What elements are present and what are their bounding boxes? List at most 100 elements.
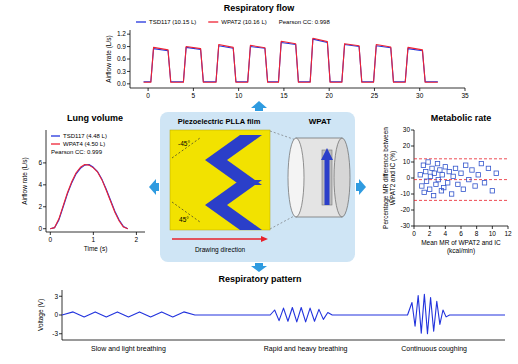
scatter-point (461, 187, 465, 191)
device-outlet (334, 138, 350, 217)
x-tick-label: 5 (192, 92, 196, 99)
x-tick-label: 0 (412, 230, 416, 237)
y-tick-label: 2 (38, 203, 42, 210)
y-tick-label: 20 (403, 142, 411, 149)
y-tick (59, 333, 62, 334)
series-line (144, 39, 438, 82)
scatter-point (442, 185, 446, 189)
legend-label: TSD117 (4.48 L) (63, 133, 107, 139)
y-tick (59, 315, 62, 316)
connector (270, 215, 296, 229)
y-tick-label: 10 (403, 158, 411, 165)
scatter-point (421, 163, 425, 167)
reference-line (414, 158, 508, 159)
scatter-point (464, 163, 468, 167)
x-axis (46, 232, 145, 233)
plot-area (414, 159, 508, 201)
chart-title: Metabolic rate (431, 113, 492, 123)
electrode (205, 180, 262, 230)
x-tick-label: 35 (461, 92, 469, 99)
y-tick (411, 130, 414, 131)
scatter-point (427, 187, 431, 191)
scatter-point (434, 182, 438, 186)
y-axis-title: Voltage (V) (37, 299, 45, 331)
series-line (62, 294, 505, 333)
chart-panel: Respiratory flow0.00.30.60.91.2051015202… (105, 3, 469, 99)
chart-title: Respiratory flow (224, 3, 296, 13)
y-tick-label: -3 (52, 330, 58, 337)
x-axis (130, 88, 465, 89)
direction-arrow (172, 238, 263, 239)
y-tick-label: 0 (54, 311, 58, 318)
series-line (50, 165, 127, 229)
y-tick (127, 83, 130, 84)
x-tick-label: 2 (135, 236, 139, 243)
scatter-point (435, 161, 439, 165)
text-line: WPAT2 and IC (%) (389, 151, 397, 205)
scatter-point (436, 177, 440, 181)
annotation: Pearson CC: 0.999 (51, 149, 103, 155)
scatter-point (430, 166, 434, 170)
y-tick-label: 4 (38, 181, 42, 188)
scatter-point (490, 189, 494, 193)
x-tick-label: 4 (444, 230, 448, 237)
x-tick-label: 30 (416, 92, 424, 99)
scatter-point (438, 168, 442, 172)
legend-label: WPAT4 (4.50 L) (63, 141, 105, 147)
y-axis (46, 130, 47, 232)
y-tick (43, 206, 46, 207)
legend-label: TSD117 (10.15 L) (149, 19, 196, 25)
scatter-point (451, 174, 455, 178)
scatter-point (476, 173, 480, 177)
scatter-point (470, 168, 474, 172)
figure: Respiratory flow0.00.30.60.91.2051015202… (0, 0, 518, 364)
electrode (205, 135, 262, 185)
y-tick-label: -20 (401, 206, 411, 213)
device-inlet (288, 138, 304, 217)
x-tick-label: 0 (48, 236, 52, 243)
arrow-right (356, 179, 366, 195)
x-tick-label: 0 (146, 92, 150, 99)
angle-label: -45° (178, 140, 190, 147)
annotation: Rapid and heavy breathing (264, 345, 348, 353)
y-tick (411, 194, 414, 195)
y-tick-label: 0.0 (117, 80, 126, 87)
x-tick-label: 20 (326, 92, 334, 99)
scatter-point (422, 190, 426, 194)
scatter-point (479, 161, 483, 165)
arrow-up (251, 101, 267, 111)
scatter-point (453, 166, 457, 170)
y-tick (411, 210, 414, 211)
legend-swatch (136, 21, 146, 22)
x-tick-label: 12 (504, 230, 512, 237)
x-tick-label: 10 (235, 92, 243, 99)
scatter-point (424, 169, 428, 173)
chart-panel: Respiratory pattern-303Voltage (V)Slow a… (37, 274, 505, 353)
device-label: WPAT (309, 117, 331, 126)
y-tick-label: 0.3 (117, 68, 126, 75)
scatter-point (440, 173, 444, 177)
annotation: Slow and light breathing (91, 345, 166, 353)
text-line: Mean MR of WPAT2 and IC (421, 239, 501, 246)
legend-swatch (51, 143, 60, 144)
x-tick-label: 6 (459, 230, 463, 237)
y-tick (59, 296, 62, 297)
y-axis-title: Percentage MR difference betweenWPAT2 an… (382, 127, 398, 229)
annotation: Pearson CC: 0.998 (279, 19, 331, 25)
y-tick-label: -30 (401, 222, 411, 229)
y-tick (411, 178, 414, 179)
y-tick-label: 0.6 (117, 55, 126, 62)
y-tick (127, 59, 130, 60)
plot-area (50, 165, 127, 229)
scatter-point (426, 160, 430, 164)
y-tick-label: -10 (401, 190, 411, 197)
y-tick-label: 0 (406, 174, 410, 181)
scatter-point (467, 177, 471, 181)
y-tick (43, 162, 46, 163)
diagram-box (160, 112, 355, 262)
y-tick-label: 6 (38, 159, 42, 166)
y-tick (411, 146, 414, 147)
y-tick (43, 184, 46, 185)
x-axis (62, 340, 505, 341)
scatter-point (459, 171, 463, 175)
